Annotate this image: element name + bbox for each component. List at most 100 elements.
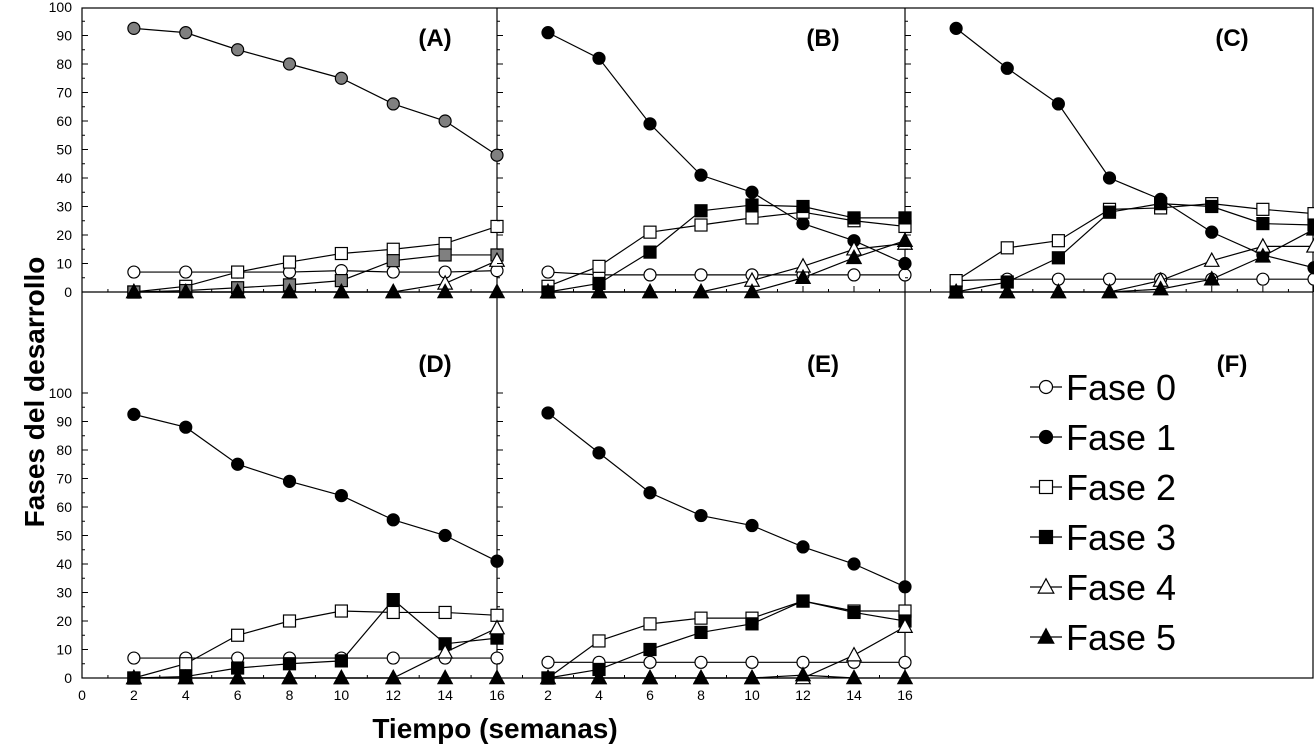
data-point [847,211,861,225]
x-axis-title: Tiempo (semanas) [372,713,617,744]
data-point [847,557,861,571]
series-fase-1 [949,21,1314,275]
data-point [386,605,400,620]
data-point [898,268,912,282]
data-point [694,655,708,669]
data-point [541,406,555,420]
x-tick-label: 14 [846,687,862,703]
legend-marker [1037,627,1055,644]
data-point [333,283,350,299]
legend-marker [1038,529,1054,545]
data-point [177,669,194,685]
data-point [1205,199,1219,214]
data-point [694,204,708,218]
data-point [745,655,759,669]
series-line [133,254,497,293]
data-point [1000,241,1014,255]
data-point [282,255,297,269]
series-fase-1 [541,406,912,594]
data-point [898,580,912,594]
data-point [592,51,606,65]
data-point [282,657,297,671]
series-line [133,413,498,562]
x-tick-label: 8 [286,687,294,703]
data-point [1000,61,1014,75]
data-point [1307,272,1314,286]
data-point [125,283,143,299]
data-point [179,657,193,671]
x-tick-label: 14 [437,687,453,703]
data-point [436,643,454,659]
data-point [745,211,759,225]
data-point [999,283,1016,299]
data-point [490,148,504,162]
data-point [745,185,759,199]
data-point [592,634,606,648]
data-point [745,518,759,533]
data-point [590,283,608,299]
y-tick-label: 100 [49,385,73,401]
legend-label: Fase 3 [1066,517,1176,558]
y-tick-label: 60 [56,113,72,129]
legend-item-fase-2: Fase 2 [1030,467,1176,508]
data-point [386,242,400,256]
data-point [643,117,657,131]
data-point [1051,97,1065,111]
data-point [127,21,141,35]
data-point [590,669,608,685]
data-point [386,593,400,607]
legend-label: Fase 0 [1066,367,1176,408]
y-tick-label: 30 [56,585,72,601]
data-point [438,248,452,262]
y-tick-label: 40 [56,170,72,186]
data-point [179,26,193,40]
series-line [133,225,498,293]
series-line [548,674,905,679]
data-point [385,283,402,299]
data-point [541,26,555,40]
data-point [643,617,657,631]
data-point [592,259,606,273]
series-line [133,270,498,273]
data-point [896,669,914,685]
panel-e: (E) [496,351,914,685]
series-line [956,203,1314,293]
data-point [334,654,348,668]
data-point [692,283,710,299]
data-point [490,219,504,234]
legend-label: Fase 2 [1066,467,1176,508]
y-tick-label: 10 [56,256,72,272]
panels: (A) (B) (C)(D) (E)0102030405060708090100010… [49,0,1314,703]
data-point [896,617,914,633]
panel-a: (A) [81,20,506,299]
y-tick-label: 40 [56,556,72,572]
data-point [796,594,810,608]
data-point [643,642,657,657]
data-point [1305,220,1314,236]
series-line [955,203,1314,282]
x-tick-label: 6 [646,687,654,703]
data-point [1256,202,1270,216]
data-point [334,489,348,503]
data-point [541,265,555,279]
x-tick-label: 6 [234,687,242,703]
data-point [231,457,245,471]
y-tick-label: 20 [56,613,72,629]
series-fase-1 [541,26,912,271]
data-point [231,43,245,57]
panel-label: (B) [806,25,839,52]
series-line [547,600,905,679]
data-point [385,669,402,685]
data-point [386,97,400,111]
data-point [694,625,708,640]
data-point [1203,251,1220,267]
data-point [334,604,348,618]
x-tick-label: 12 [795,687,811,703]
data-point [845,669,863,685]
data-point [845,646,863,662]
panel-label: (E) [807,351,839,378]
x-tick-label: 4 [595,687,603,703]
data-point [692,669,710,685]
panel-b: (B) [496,20,914,299]
